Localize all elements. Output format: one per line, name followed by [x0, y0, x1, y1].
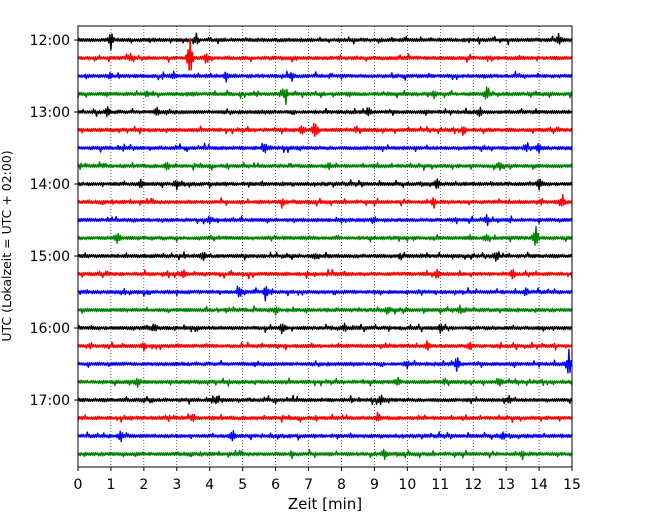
y-tick-label: 13:00 — [30, 105, 70, 121]
trace-1745 — [77, 448, 573, 461]
plot-frame — [77, 25, 573, 468]
x-tick-label: 13 — [497, 477, 515, 493]
trace-1500 — [77, 251, 573, 262]
x-tick-label: 8 — [337, 477, 346, 493]
x-tick-label: 5 — [238, 477, 247, 493]
y-axis-label: UTC (Lokalzeit = UTC + 02:00) — [0, 150, 14, 341]
trace-1330 — [77, 142, 573, 154]
y-tick-label: 14:00 — [30, 177, 70, 193]
y-tick-label: 16:00 — [30, 321, 70, 337]
x-tick-label: 0 — [74, 477, 83, 493]
trace-1415 — [77, 194, 573, 209]
x-tick-label: 15 — [563, 477, 581, 493]
x-tick-label: 14 — [530, 477, 548, 493]
x-tick-label: 9 — [370, 477, 379, 493]
x-tick-label: 7 — [304, 477, 313, 493]
x-tick-label: 1 — [106, 477, 115, 493]
trace-1430 — [77, 214, 573, 227]
trace-1715 — [77, 411, 573, 423]
y-tick-label: 15:00 — [30, 249, 70, 265]
trace-1615 — [77, 340, 573, 352]
trace-1630 — [77, 348, 573, 374]
trace-1530 — [77, 285, 573, 302]
trace-1700 — [77, 394, 573, 406]
trace-1215 — [77, 38, 573, 71]
x-tick-label: 3 — [172, 477, 181, 493]
trace-1600 — [77, 322, 573, 335]
trace-1445 — [77, 225, 573, 246]
y-axis-ticks: 12:00 13:00 14:00 15:00 16:00 17:00 — [30, 33, 78, 409]
trace-1515 — [77, 268, 573, 280]
seismogram-traces — [77, 32, 573, 461]
x-tick-label: 11 — [431, 477, 449, 493]
x-tick-label: 4 — [205, 477, 214, 493]
trace-1400 — [77, 178, 573, 191]
trace-1200 — [77, 32, 573, 51]
y-tick-label: 12:00 — [30, 33, 70, 49]
x-tick-label: 12 — [464, 477, 482, 493]
y-tick-label: 17:00 — [30, 393, 70, 409]
x-axis-label: Zeit [min] — [288, 495, 362, 513]
x-tick-label: 6 — [271, 477, 280, 493]
trace-1315 — [77, 122, 573, 137]
trace-1300 — [77, 106, 573, 118]
x-tick-label: 2 — [139, 477, 148, 493]
trace-1245 — [77, 86, 573, 105]
trace-1730 — [77, 430, 573, 443]
trace-1545 — [77, 304, 573, 316]
x-axis-ticks: 0 1 2 3 4 5 6 7 8 9 10 11 12 13 14 15 — [74, 467, 581, 493]
x-tick-label: 10 — [398, 477, 416, 493]
trace-1345 — [77, 161, 573, 171]
trace-1230 — [77, 70, 573, 83]
trace-1645 — [77, 376, 573, 388]
